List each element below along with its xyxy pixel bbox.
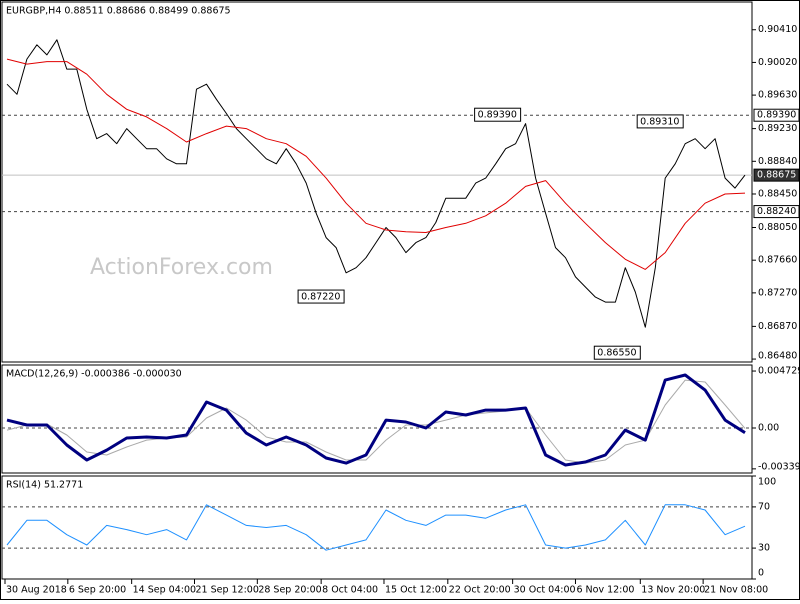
level-label: 0.89390 [757, 110, 796, 121]
y-tick-label: 0.87660 [758, 255, 797, 266]
annotation-box [636, 114, 684, 129]
annotation: 0.87220 [301, 292, 340, 303]
y-tick-label: 0.89630 [758, 90, 797, 101]
panel-title: RSI(14) 51.2771 [6, 480, 83, 491]
y-tick-label: 0.86870 [758, 321, 797, 332]
x-tick-label: 8 Oct 04:00 [322, 585, 378, 596]
y-tick-label: 30 [758, 543, 770, 554]
y-tick-label: 0.88050 [758, 222, 797, 233]
y-tick-label: 0.90410 [758, 24, 797, 35]
data-line [6, 379, 746, 464]
level-tag [753, 108, 800, 122]
x-tick-label: 21 Nov 08:00 [704, 585, 768, 596]
x-tick-label: 30 Oct 04:00 [514, 585, 576, 596]
x-tick-label: 22 Oct 20:00 [449, 585, 511, 596]
panel [1, 475, 753, 580]
watermark: ActionForex.com [90, 255, 273, 280]
data-line [6, 39, 746, 328]
y-tick-label: 0.88450 [758, 188, 797, 199]
y-tick-label: 0 [758, 568, 764, 579]
panel [1, 1, 753, 363]
level-tag [753, 168, 800, 182]
data-line [6, 373, 746, 467]
y-tick-label: 0.90020 [758, 57, 797, 68]
level-label: 0.88240 [757, 206, 796, 217]
data-line [6, 504, 746, 551]
x-tick-label: 13 Nov 20:00 [641, 585, 705, 596]
panel [1, 364, 753, 474]
panel-title: MACD(12,26,9) -0.000386 -0.000030 [6, 369, 182, 380]
x-tick-label: 6 Nov 12:00 [576, 585, 634, 596]
level-tag [753, 205, 800, 219]
annotation: 0.89390 [478, 110, 517, 121]
y-tick-label: 0.00 [758, 423, 779, 434]
annotation-box [474, 107, 522, 122]
panel-title: EURGBP,H4 0.88511 0.88686 0.88499 0.8867… [6, 6, 231, 17]
y-tick-label: 0.87270 [758, 287, 797, 298]
level-label: 0.88675 [757, 170, 796, 181]
y-tick-label: 0.86480 [758, 351, 797, 362]
y-tick-label: 0.89230 [758, 123, 797, 134]
x-tick-label: 6 Sep 20:00 [69, 585, 126, 596]
annotation: 0.86550 [597, 348, 636, 359]
x-tick-label: 21 Sep 12:00 [195, 585, 258, 596]
annotation-box [297, 289, 345, 304]
y-tick-label: 0.004729 [758, 366, 800, 377]
x-tick-label: 14 Sep 04:00 [133, 585, 196, 596]
y-tick-label: 70 [758, 501, 770, 512]
x-tick-label: 28 Sep 20:00 [258, 585, 321, 596]
annotation-box [593, 345, 641, 360]
y-tick-label: 100 [758, 477, 776, 488]
annotation: 0.89310 [640, 116, 679, 127]
y-tick-label: -0.003391 [758, 462, 800, 473]
x-tick-label: 15 Oct 12:00 [385, 585, 447, 596]
x-tick-label: 30 Aug 2018 [6, 585, 67, 596]
y-tick-label: 0.88840 [758, 156, 797, 167]
data-line [6, 58, 746, 270]
